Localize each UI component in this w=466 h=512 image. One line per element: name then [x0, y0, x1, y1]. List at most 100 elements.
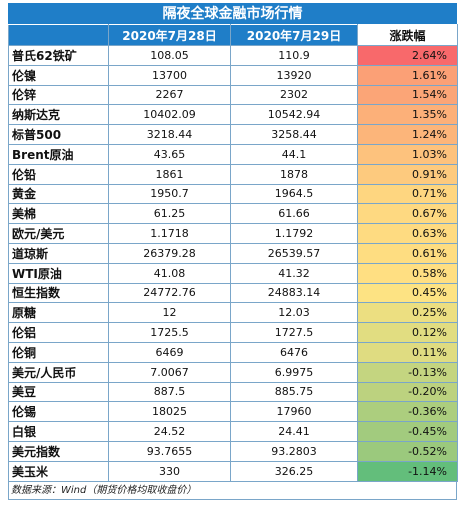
- market-table-panel: 隔夜全球金融市场行情 2020年7月28日 2020年7月29日 涨跌幅 普氏6…: [8, 3, 458, 500]
- row-value-date-2: 1878: [230, 163, 358, 185]
- row-name: 美豆: [8, 381, 109, 403]
- row-value-date-2: 1.1792: [230, 223, 358, 244]
- row-value-date-1: 1725.5: [108, 322, 231, 343]
- row-name: 伦镍: [8, 64, 109, 86]
- row-name: 伦铅: [8, 163, 109, 185]
- row-change-pct: 0.91%: [357, 163, 458, 185]
- row-name: WTI原油: [8, 262, 109, 284]
- table-row: 美豆 887.5 885.75 -0.20%: [8, 381, 458, 403]
- table-row: 纳斯达克 10402.09 10542.94 1.35%: [8, 104, 458, 126]
- row-value-date-2: 44.1: [230, 143, 358, 165]
- table-row: 原糖 12 12.03 0.25%: [8, 302, 458, 324]
- table-row: 伦铅 1861 1878 0.91%: [8, 163, 458, 185]
- row-value-date-2: 1964.5: [230, 183, 358, 205]
- row-value-date-2: 6.9975: [230, 361, 358, 383]
- row-value-date-2: 3258.44: [230, 124, 358, 145]
- row-value-date-2: 110.9: [230, 45, 358, 66]
- row-name: 美棉: [8, 203, 109, 225]
- row-value-date-1: 2267: [108, 84, 231, 106]
- table-row: 美玉米 330 326.25 -1.14%: [8, 460, 458, 482]
- row-change-pct: 0.67%: [357, 203, 458, 225]
- row-name: 伦铜: [8, 341, 109, 363]
- row-value-date-2: 2302: [230, 84, 358, 106]
- row-name: 伦锌: [8, 84, 109, 106]
- row-value-date-1: 3218.44: [108, 124, 231, 145]
- row-change-pct: 0.58%: [357, 262, 458, 284]
- row-value-date-1: 43.65: [108, 143, 231, 165]
- row-value-date-1: 26379.28: [108, 242, 231, 264]
- row-name: 原糖: [8, 302, 109, 324]
- row-change-pct: -0.13%: [357, 361, 458, 383]
- row-value-date-1: 108.05: [108, 45, 231, 66]
- row-value-date-1: 1861: [108, 163, 231, 185]
- table-row: 美元指数 93.7655 93.2803 -0.52%: [8, 440, 458, 462]
- row-change-pct: 1.35%: [357, 104, 458, 126]
- row-value-date-2: 61.66: [230, 203, 358, 225]
- row-name: 白银: [8, 421, 109, 442]
- row-change-pct: 0.11%: [357, 341, 458, 363]
- table-row: 黄金 1950.7 1964.5 0.71%: [8, 183, 458, 205]
- row-change-pct: 0.61%: [357, 242, 458, 264]
- table-row: 普氏62铁矿 108.05 110.9 2.64%: [8, 45, 458, 66]
- row-name: 恒生指数: [8, 282, 109, 304]
- row-value-date-2: 24883.14: [230, 282, 358, 304]
- row-name: 道琼斯: [8, 242, 109, 264]
- row-value-date-2: 41.32: [230, 262, 358, 284]
- row-change-pct: 1.03%: [357, 143, 458, 165]
- row-value-date-2: 93.2803: [230, 440, 358, 462]
- row-value-date-2: 17960: [230, 401, 358, 423]
- row-change-pct: 0.25%: [357, 302, 458, 324]
- row-value-date-1: 1.1718: [108, 223, 231, 244]
- row-value-date-1: 93.7655: [108, 440, 231, 462]
- row-change-pct: -0.52%: [357, 440, 458, 462]
- row-change-pct: 2.64%: [357, 45, 458, 66]
- row-value-date-2: 326.25: [230, 460, 358, 482]
- row-name: 美元/人民币: [8, 361, 109, 383]
- row-change-pct: 0.45%: [357, 282, 458, 304]
- header-change: 涨跌幅: [357, 24, 458, 46]
- row-name: 伦铝: [8, 322, 109, 343]
- row-value-date-2: 13920: [230, 64, 358, 86]
- row-change-pct: 1.54%: [357, 84, 458, 106]
- table-row: 伦镍 13700 13920 1.61%: [8, 64, 458, 86]
- row-value-date-1: 6469: [108, 341, 231, 363]
- header-name: [8, 24, 109, 46]
- header-row: 2020年7月28日 2020年7月29日 涨跌幅: [8, 24, 458, 46]
- row-value-date-2: 6476: [230, 341, 358, 363]
- row-value-date-2: 12.03: [230, 302, 358, 324]
- table-row: 伦铝 1725.5 1727.5 0.12%: [8, 322, 458, 343]
- row-name: 黄金: [8, 183, 109, 205]
- table-row: 欧元/美元 1.1718 1.1792 0.63%: [8, 223, 458, 244]
- row-name: Brent原油: [8, 143, 109, 165]
- row-value-date-1: 7.0067: [108, 361, 231, 383]
- row-value-date-1: 41.08: [108, 262, 231, 284]
- row-value-date-1: 10402.09: [108, 104, 231, 126]
- market-table: 2020年7月28日 2020年7月29日 涨跌幅 普氏62铁矿 108.05 11…: [8, 24, 458, 482]
- table-row: 伦铜 6469 6476 0.11%: [8, 341, 458, 363]
- row-value-date-1: 61.25: [108, 203, 231, 225]
- table-row: 伦锌 2267 2302 1.54%: [8, 84, 458, 106]
- row-name: 欧元/美元: [8, 223, 109, 244]
- row-change-pct: 0.71%: [357, 183, 458, 205]
- row-name: 美玉米: [8, 460, 109, 482]
- table-row: Brent原油 43.65 44.1 1.03%: [8, 143, 458, 165]
- row-value-date-2: 24.41: [230, 421, 358, 442]
- row-value-date-2: 885.75: [230, 381, 358, 403]
- table-row: WTI原油 41.08 41.32 0.58%: [8, 262, 458, 284]
- row-name: 纳斯达克: [8, 104, 109, 126]
- row-change-pct: 0.63%: [357, 223, 458, 244]
- row-name: 普氏62铁矿: [8, 45, 109, 66]
- row-value-date-1: 18025: [108, 401, 231, 423]
- table-row: 白银 24.52 24.41 -0.45%: [8, 421, 458, 442]
- row-value-date-1: 12: [108, 302, 231, 324]
- table-row: 标普500 3218.44 3258.44 1.24%: [8, 124, 458, 145]
- row-change-pct: -0.20%: [357, 381, 458, 403]
- row-change-pct: 1.24%: [357, 124, 458, 145]
- row-change-pct: -0.45%: [357, 421, 458, 442]
- source-note: 数据来源：Wind（期货价格均取收盘价）: [8, 481, 457, 500]
- row-value-date-2: 1727.5: [230, 322, 358, 343]
- row-value-date-1: 1950.7: [108, 183, 231, 205]
- table-row: 伦锡 18025 17960 -0.36%: [8, 401, 458, 423]
- row-value-date-2: 10542.94: [230, 104, 358, 126]
- row-value-date-1: 330: [108, 460, 231, 482]
